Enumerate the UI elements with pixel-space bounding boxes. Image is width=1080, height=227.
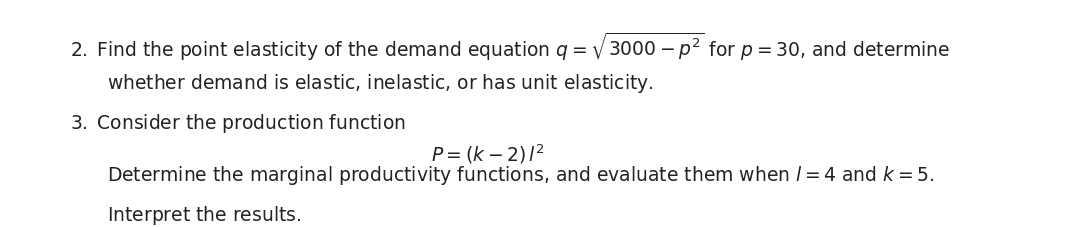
Text: $\text{Determine the marginal productivity functions, and evaluate them when } l: $\text{Determine the marginal productivi… [107, 164, 935, 187]
Text: $\text{Interpret the results.}$: $\text{Interpret the results.}$ [107, 204, 301, 227]
Text: $\text{whether demand is elastic, inelastic, or has unit elasticity.}$: $\text{whether demand is elastic, inelas… [107, 72, 654, 96]
Text: $2.\; \text{Find the point elasticity of the demand equation } q = \sqrt{3000 - : $2.\; \text{Find the point elasticity of… [70, 31, 950, 63]
Text: $P = (k-2)\,l^2$: $P = (k-2)\,l^2$ [431, 142, 545, 166]
Text: $3.\; \text{Consider the production function}$: $3.\; \text{Consider the production func… [70, 112, 406, 135]
